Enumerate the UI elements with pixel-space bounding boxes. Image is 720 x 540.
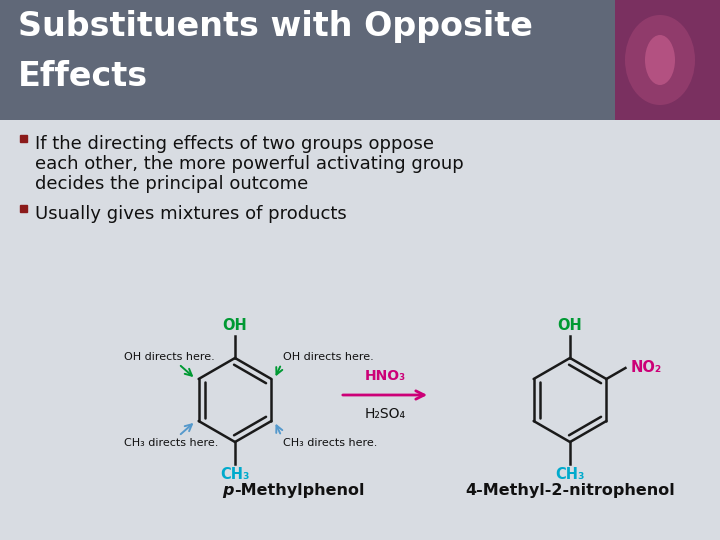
Text: each other, the more powerful activating group: each other, the more powerful activating…	[35, 155, 464, 173]
Text: OH: OH	[222, 318, 248, 333]
Text: decides the principal outcome: decides the principal outcome	[35, 175, 308, 193]
Text: NO₂: NO₂	[631, 361, 662, 375]
Text: p: p	[222, 483, 234, 497]
Ellipse shape	[645, 35, 675, 85]
Text: Usually gives mixtures of products: Usually gives mixtures of products	[35, 205, 347, 223]
Text: CH₃: CH₃	[555, 467, 585, 482]
Text: H₂SO₄: H₂SO₄	[364, 407, 405, 421]
Bar	[20, 135, 27, 142]
Bar	[0, 0, 720, 120]
Bar	[20, 205, 27, 212]
Ellipse shape	[625, 15, 695, 105]
Text: CH₃: CH₃	[220, 467, 250, 482]
Text: Substituents with Opposite: Substituents with Opposite	[18, 10, 533, 43]
Text: CH₃ directs here.: CH₃ directs here.	[284, 438, 378, 448]
Bar	[615, 0, 720, 120]
Text: OH: OH	[557, 318, 582, 333]
Text: OH directs here.: OH directs here.	[284, 352, 374, 362]
Text: Effects: Effects	[18, 60, 148, 93]
Text: HNO₃: HNO₃	[364, 369, 405, 383]
Text: OH directs here.: OH directs here.	[124, 352, 215, 362]
Text: If the directing effects of two groups oppose: If the directing effects of two groups o…	[35, 135, 434, 153]
Text: CH₃ directs here.: CH₃ directs here.	[124, 438, 218, 448]
Text: 4-Methyl-2-nitrophenol: 4-Methyl-2-nitrophenol	[465, 483, 675, 497]
Text: -Methylphenol: -Methylphenol	[234, 483, 364, 497]
